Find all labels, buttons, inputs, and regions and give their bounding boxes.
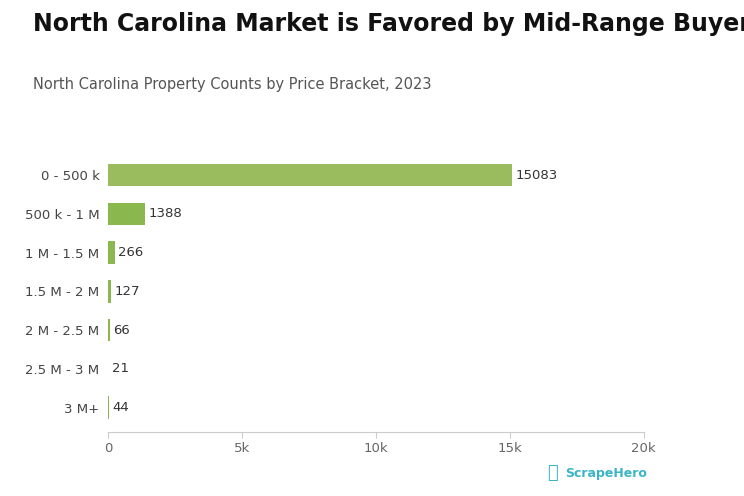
Bar — [108, 164, 512, 186]
Text: 66: 66 — [113, 323, 129, 337]
Text: 1388: 1388 — [148, 207, 182, 220]
Text: North Carolina Property Counts by Price Bracket, 2023: North Carolina Property Counts by Price … — [33, 77, 432, 92]
Bar — [108, 280, 112, 303]
Text: 15083: 15083 — [515, 169, 557, 182]
Bar — [108, 203, 145, 225]
Text: 266: 266 — [118, 246, 144, 259]
Bar — [108, 396, 109, 419]
Text: 127: 127 — [115, 285, 140, 298]
Text: 21: 21 — [112, 363, 129, 375]
Text: ⛨: ⛨ — [547, 464, 557, 482]
Text: ScrapeHero: ScrapeHero — [565, 467, 647, 480]
Bar — [108, 242, 115, 264]
Text: North Carolina Market is Favored by Mid-Range Buyers: North Carolina Market is Favored by Mid-… — [33, 12, 744, 36]
Bar — [108, 319, 109, 341]
Text: 44: 44 — [112, 401, 129, 414]
